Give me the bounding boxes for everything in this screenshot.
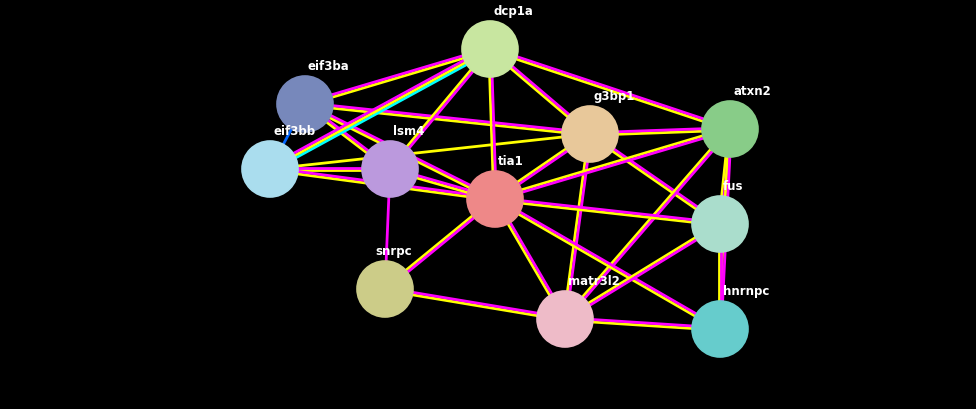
- Circle shape: [702, 101, 758, 157]
- Circle shape: [467, 171, 523, 227]
- Text: lsm4: lsm4: [393, 125, 425, 138]
- Circle shape: [692, 196, 748, 252]
- Circle shape: [357, 261, 413, 317]
- Circle shape: [562, 106, 618, 162]
- Circle shape: [242, 141, 298, 197]
- Text: matr3l2: matr3l2: [568, 275, 620, 288]
- Circle shape: [462, 21, 518, 77]
- Text: eif3ba: eif3ba: [308, 60, 349, 73]
- Text: atxn2: atxn2: [733, 85, 771, 98]
- Text: eif3bb: eif3bb: [273, 125, 315, 138]
- Text: g3bp1: g3bp1: [593, 90, 634, 103]
- Circle shape: [362, 141, 418, 197]
- Circle shape: [537, 291, 593, 347]
- Text: fus: fus: [723, 180, 744, 193]
- Text: hnrnpc: hnrnpc: [723, 285, 769, 298]
- Text: dcp1a: dcp1a: [493, 5, 533, 18]
- Text: tia1: tia1: [498, 155, 524, 168]
- Circle shape: [277, 76, 333, 132]
- Text: snrpc: snrpc: [375, 245, 412, 258]
- Circle shape: [692, 301, 748, 357]
